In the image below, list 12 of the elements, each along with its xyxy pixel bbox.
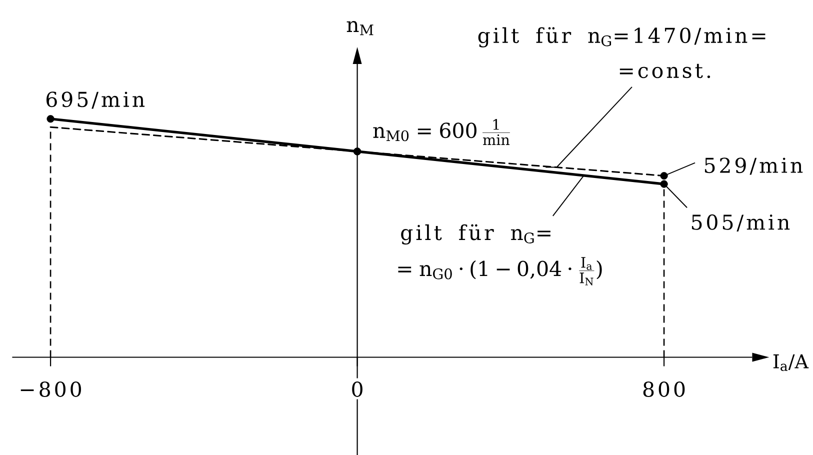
x-tick-label: −800 bbox=[20, 381, 81, 397]
x-tick-label: 800 bbox=[643, 381, 685, 397]
data-label: 529/min bbox=[704, 158, 803, 175]
annotation: $\mathrel{\mbox{=}}\mathrm{n}_{\mathrm{G0}}\mathbin{\mbox{·}}\mbox{(}\mathrm{1}\mathbin{\mbox{−}}\mathrm{0}\mbox{,}\mathrm{04}\mathbin{\mbox{·}}\frac{\mathrm{I_a}}{\mathrm{I_N}}\mbox{)}$ bbox=[398, 257, 602, 286]
annotation: gilt für n$_{G}$= bbox=[401, 224, 550, 245]
annotation: $\mathrm{n}_{\mathrm{M0}}\mathrel{\mbox{=}}\mathrm{600}\,\frac{\mathrm{1}}{\mathrm{min}}$ bbox=[373, 119, 510, 146]
x-axis-title: I$_{a}$/A bbox=[773, 354, 809, 372]
x-tick-label: 0 bbox=[352, 381, 362, 397]
annotation: gilt für n$_{G}$=1470/min= =const. bbox=[478, 27, 766, 78]
y-axis-title: n$_{M}$ bbox=[346, 21, 374, 36]
data-label: 505/min bbox=[692, 214, 790, 232]
data-label: 695/min bbox=[46, 92, 145, 109]
